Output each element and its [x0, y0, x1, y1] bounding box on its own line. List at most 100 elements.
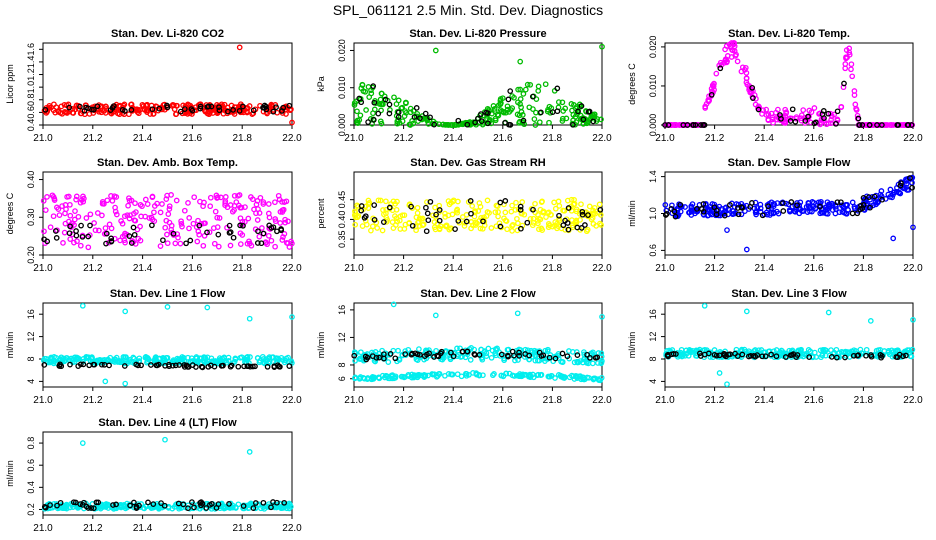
data-point — [424, 210, 431, 217]
data-point — [268, 504, 274, 511]
data-point — [495, 213, 501, 220]
data-point — [215, 243, 222, 250]
data-point — [390, 198, 397, 205]
data-point — [274, 499, 280, 506]
data-point — [794, 200, 800, 206]
x-tick-label: 21.4 — [754, 133, 774, 144]
data-point — [698, 122, 704, 128]
data-point — [286, 244, 293, 250]
data-point — [836, 350, 843, 356]
data-point — [543, 214, 549, 220]
data-point — [52, 109, 59, 116]
data-point — [589, 114, 596, 121]
data-point — [432, 204, 438, 211]
data-point — [794, 202, 800, 209]
y-axis-label: kPa — [316, 76, 326, 92]
data-point — [113, 211, 120, 218]
data-point — [843, 55, 849, 62]
data-point — [529, 222, 536, 229]
panel-4: Stan. Dev. Amb. Box Temp. degrees C 0.20 0.… — [5, 157, 302, 274]
data-point — [693, 206, 700, 212]
data-point — [668, 206, 675, 212]
y-tick-label: 0.35 — [337, 230, 347, 248]
data-point — [692, 122, 699, 128]
data-point — [490, 103, 497, 109]
outlier-point — [236, 44, 243, 51]
data-point — [508, 107, 514, 113]
data-point — [595, 360, 601, 366]
x-tick-label: 21.2 — [83, 395, 103, 406]
chart-title: Stan. Dev. Li-820 Pressure — [409, 28, 546, 40]
data-point — [491, 106, 498, 112]
series-cyan — [41, 436, 294, 512]
data-point — [244, 105, 251, 112]
data-point — [467, 198, 474, 204]
data-point — [893, 354, 900, 360]
series-cyan-low — [352, 370, 605, 384]
data-point — [759, 212, 766, 219]
data-point — [753, 209, 759, 216]
data-point — [757, 201, 764, 208]
data-point — [700, 208, 707, 215]
data-point — [77, 103, 83, 110]
y-tick-label: 0.45 — [337, 191, 347, 209]
data-point — [395, 109, 402, 116]
data-point — [759, 353, 766, 360]
data-point — [834, 108, 841, 115]
outlier-point — [517, 58, 524, 65]
data-point — [742, 348, 749, 355]
plot-frame — [42, 42, 293, 126]
data-point — [221, 354, 228, 361]
data-point — [123, 354, 129, 360]
data-point — [483, 109, 490, 116]
data-point — [102, 225, 109, 231]
data-point — [674, 207, 681, 214]
data-point — [77, 199, 84, 206]
data-point — [151, 218, 158, 224]
data-point — [77, 242, 84, 249]
data-point — [565, 226, 572, 233]
data-point — [176, 504, 183, 510]
data-point — [381, 355, 387, 362]
data-point — [61, 229, 68, 236]
data-point — [178, 218, 184, 225]
data-point — [431, 121, 437, 128]
data-point — [746, 85, 753, 91]
data-point — [823, 121, 830, 128]
data-point — [535, 220, 541, 227]
data-point — [879, 196, 885, 203]
data-point — [497, 96, 504, 102]
data-point — [848, 66, 854, 73]
data-point — [121, 213, 128, 220]
data-point — [506, 370, 513, 377]
data-point — [230, 107, 236, 113]
data-point — [189, 362, 196, 368]
data-point — [358, 203, 365, 209]
y-tick-label: 16 — [337, 305, 347, 315]
x-tick-label: 21.8 — [232, 395, 252, 406]
data-point — [881, 122, 888, 128]
data-point — [562, 226, 569, 233]
data-point — [72, 208, 78, 214]
page-title: SPL_061121 2.5 Min. Std. Dev. Diagnostic… — [332, 2, 604, 18]
y-tick-label: 0.000 — [648, 114, 658, 137]
data-point — [765, 203, 772, 210]
data-point — [99, 361, 105, 368]
data-point — [517, 101, 523, 107]
data-point — [151, 209, 157, 216]
data-point — [215, 231, 222, 238]
data-point — [92, 227, 99, 234]
data-point — [281, 499, 288, 506]
data-point — [131, 231, 138, 238]
data-point — [128, 101, 134, 108]
data-point — [177, 108, 184, 115]
data-point — [213, 505, 220, 511]
data-point — [149, 193, 156, 200]
data-point — [820, 348, 827, 355]
data-point — [852, 101, 859, 108]
data-point — [413, 227, 419, 234]
x-tick-label: 21.0 — [655, 263, 675, 274]
y-tick-label: 1.0 — [648, 207, 658, 220]
data-point — [376, 101, 383, 107]
x-tick-label: 21.8 — [543, 263, 563, 274]
